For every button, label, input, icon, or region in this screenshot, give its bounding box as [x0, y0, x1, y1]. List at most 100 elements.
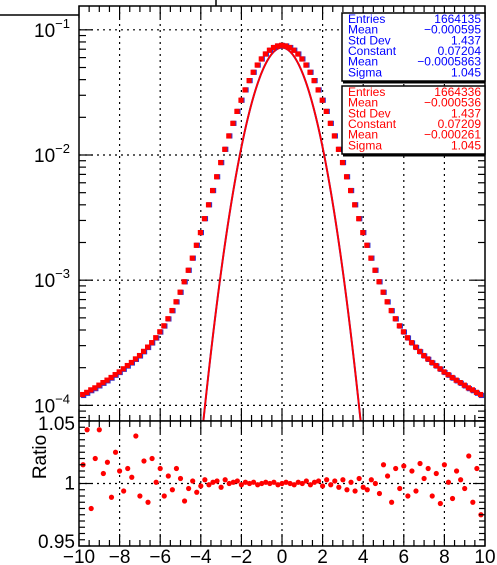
ratio-point — [336, 484, 342, 490]
data-point — [429, 359, 435, 366]
y-tick-label: 10−1 — [34, 16, 70, 42]
ratio-point — [121, 488, 127, 494]
data-point — [132, 356, 139, 362]
ratio-point — [271, 479, 277, 485]
ratio-point — [186, 485, 192, 492]
ratio-point — [198, 483, 204, 489]
stat-value: −0.000261 — [424, 128, 481, 142]
ratio-point — [214, 478, 220, 484]
ratio-point — [380, 462, 387, 468]
ratio-point — [344, 487, 350, 493]
ratio-point — [149, 455, 155, 462]
ratio-point — [88, 505, 94, 512]
ratio-point — [129, 474, 135, 480]
ratio-point — [137, 493, 143, 499]
x-tick-label: 0 — [277, 547, 288, 565]
ratio-point — [100, 470, 106, 477]
ratio-point — [104, 459, 111, 465]
stat-value: −0.000595 — [424, 23, 481, 37]
ratio-point — [145, 499, 151, 505]
data-point — [173, 299, 179, 305]
ratio-point — [441, 462, 447, 468]
stat-label: Mean — [348, 55, 378, 69]
ratio-point — [397, 485, 403, 492]
ratio-point — [194, 489, 200, 495]
stat-label: Sigma — [348, 65, 382, 79]
data-point — [449, 374, 455, 381]
ratio-y-tick-label: 0.95 — [38, 532, 75, 553]
ratio-point — [311, 479, 318, 485]
data-point — [417, 348, 423, 354]
data-point — [222, 146, 228, 152]
data-point — [238, 97, 244, 103]
data-point — [116, 369, 122, 375]
ratio-point — [92, 455, 98, 462]
ratio-point — [453, 468, 460, 474]
data-point — [149, 340, 155, 346]
data-point — [368, 255, 374, 261]
data-point — [461, 382, 467, 388]
stat-label: Sigma — [348, 138, 382, 152]
stat-label: Constant — [348, 44, 397, 58]
ratio-point — [222, 477, 228, 483]
data-point — [80, 391, 86, 398]
data-point — [96, 382, 102, 388]
ratio-y-tick-label: 1 — [64, 474, 75, 495]
ratio-point — [340, 477, 346, 483]
data-point — [270, 44, 277, 51]
ratio-point — [433, 470, 439, 477]
data-point — [376, 279, 382, 285]
stat-label: Entries — [348, 85, 385, 99]
stat-value: 1.437 — [451, 33, 481, 47]
ratio-axis-label: Ratio — [30, 435, 51, 479]
data-point — [445, 372, 451, 378]
data-point — [104, 377, 110, 383]
ratio-point — [299, 480, 305, 487]
data-point — [421, 352, 427, 359]
data-point — [396, 323, 402, 329]
data-point — [352, 202, 358, 208]
stat-value: 1.045 — [451, 138, 481, 152]
ratio-point — [291, 482, 297, 488]
data-point — [307, 69, 313, 75]
ratio-point — [234, 478, 240, 484]
y-tick-label: 10−3 — [34, 266, 70, 292]
data-point — [364, 242, 370, 248]
ratio-point — [181, 498, 188, 504]
data-point — [469, 387, 476, 393]
ratio-point — [250, 479, 257, 485]
data-point — [242, 87, 248, 93]
ratio-point — [445, 479, 452, 485]
ratio-point — [368, 477, 374, 483]
data-point — [372, 267, 378, 273]
data-point — [274, 43, 281, 49]
ratio-point — [177, 475, 184, 482]
ratio-point — [210, 479, 216, 485]
data-point — [437, 366, 443, 372]
ratio-point — [429, 493, 435, 499]
ratio-point — [283, 479, 289, 485]
ratio-point — [84, 427, 90, 433]
data-point — [230, 120, 236, 126]
data-point — [100, 380, 106, 386]
data-point — [226, 133, 232, 139]
data-point — [380, 289, 386, 295]
ratio-point — [425, 465, 431, 472]
data-point — [465, 385, 471, 391]
ratio-point — [141, 458, 147, 464]
data-point — [209, 187, 216, 194]
data-point — [250, 69, 256, 75]
stat-value: 1.045 — [451, 65, 481, 79]
x-tick-label: 6 — [399, 547, 410, 565]
data-point — [457, 380, 463, 386]
data-point — [412, 344, 419, 350]
ratio-point — [230, 479, 236, 485]
x-tick-label: 8 — [439, 547, 450, 565]
ratio-point — [413, 488, 419, 494]
ratio-point — [470, 499, 476, 505]
data-point — [473, 389, 480, 395]
ratio-point — [393, 465, 399, 472]
data-point — [254, 62, 260, 68]
ratio-point — [226, 480, 232, 487]
